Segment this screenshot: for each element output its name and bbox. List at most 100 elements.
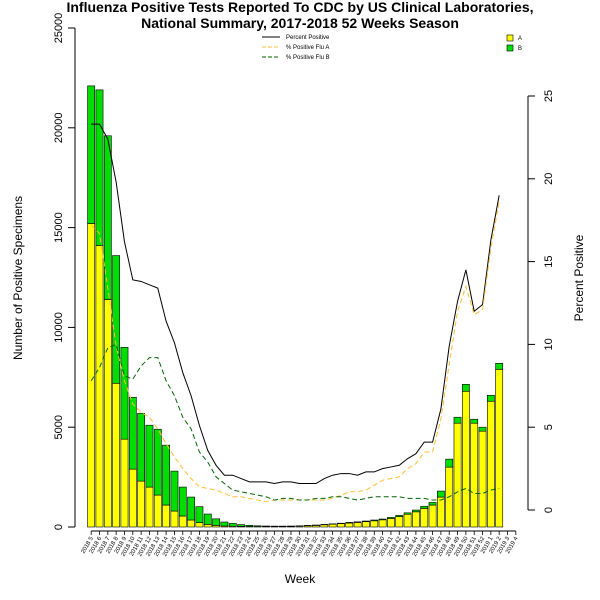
- bar-a: [345, 522, 354, 528]
- bar-b: [120, 347, 129, 440]
- bar-a: [470, 422, 479, 528]
- bar-b: [395, 515, 404, 517]
- bar-a: [320, 524, 329, 528]
- legend-layer: Percent Positive % Positive Flu A % Positi…: [262, 34, 522, 61]
- bar-a: [362, 521, 370, 528]
- bar-a: [337, 523, 345, 528]
- bar-a: [453, 422, 462, 528]
- bar-a: [395, 516, 404, 528]
- bar-a: [112, 382, 121, 528]
- y-right-tick-label: 10: [543, 338, 555, 350]
- bar-b: [353, 521, 362, 523]
- bar-a: [353, 522, 362, 528]
- bar-b: [212, 518, 220, 526]
- legend-bar-label: A: [518, 36, 522, 42]
- bar-b: [203, 513, 212, 525]
- bars-layer: [87, 85, 504, 528]
- bar-b: [470, 418, 479, 424]
- legend-bar-label: B: [518, 46, 522, 52]
- bar-b: [245, 524, 254, 527]
- bar-b: [220, 521, 229, 527]
- bar-b: [370, 519, 379, 522]
- bar-b: [237, 524, 245, 527]
- bar-b: [87, 85, 96, 224]
- y-right-tick-label: 15: [543, 255, 555, 267]
- bar-b: [461, 383, 470, 392]
- bar-b: [403, 512, 412, 515]
- bar-b: [378, 518, 387, 521]
- bar-b: [478, 426, 487, 432]
- y-tick-label: 0: [53, 524, 65, 530]
- bar-b: [270, 525, 279, 527]
- bar-b: [178, 486, 187, 517]
- bar-b: [253, 525, 262, 527]
- bar-a: [153, 494, 162, 528]
- bar-a: [145, 486, 154, 528]
- bar-a: [428, 504, 437, 528]
- axes-layer: 050001000015000200002500005101520252018 …: [53, 13, 555, 558]
- bar-b: [103, 135, 112, 300]
- bar-a: [120, 438, 129, 528]
- series-line-0: [91, 123, 500, 485]
- y-tick-label: 20000: [53, 113, 65, 144]
- bar-a: [378, 519, 387, 528]
- bar-b: [128, 396, 137, 470]
- legend-bar-swatch: [506, 34, 514, 42]
- bar-a: [187, 519, 195, 528]
- bar-b: [345, 522, 354, 524]
- bar-b: [428, 502, 437, 506]
- bar-b: [495, 363, 504, 370]
- bar-b: [112, 255, 121, 384]
- y-tick-label: 5000: [53, 415, 65, 439]
- y-right-tick-label: 25: [543, 90, 555, 102]
- y-axis-right-label: Percent Positive: [572, 234, 586, 321]
- y-right-tick-label: 5: [543, 424, 555, 430]
- bar-a: [437, 496, 445, 528]
- bar-a: [495, 369, 504, 528]
- y-tick-label: 25000: [53, 13, 65, 44]
- bar-b: [486, 394, 495, 402]
- bar-a: [387, 518, 395, 528]
- bar-b: [95, 89, 104, 246]
- series-line-1: [90, 201, 500, 503]
- bar-a: [178, 515, 187, 528]
- chart-title-line-1: Influenza Positive Tests Reported To CDC…: [66, 0, 533, 15]
- bar-a: [170, 510, 179, 528]
- bar-b: [153, 428, 162, 496]
- y-axis-label: Number of Positive Specimens: [11, 196, 25, 360]
- y-right-tick-label: 0: [543, 507, 555, 513]
- bar-b: [362, 520, 370, 522]
- bar-a: [103, 299, 112, 528]
- y-tick-label: 10000: [53, 312, 65, 343]
- legend-bar-swatch: [506, 44, 514, 52]
- bar-a: [328, 523, 337, 528]
- y-tick-label: 15000: [53, 212, 65, 243]
- bar-a: [420, 508, 429, 528]
- bar-a: [412, 511, 420, 528]
- bar-b: [445, 458, 454, 468]
- chart-title-line-2: National Summary, 2017-2018 52 Weeks Sea…: [141, 15, 459, 31]
- bar-b: [412, 509, 420, 513]
- bar-a: [95, 245, 104, 528]
- bar-a: [486, 400, 495, 528]
- bar-a: [87, 223, 96, 528]
- bar-b: [145, 424, 154, 488]
- x-axis-label: Week: [285, 572, 316, 586]
- bar-b: [420, 505, 429, 509]
- legend-line-label: Percent Positive: [286, 35, 330, 41]
- bar-b: [228, 523, 237, 527]
- bar-b: [187, 496, 195, 521]
- legend-line-label: % Positive Flu A: [286, 45, 329, 51]
- bar-b: [162, 444, 170, 506]
- bar-a: [195, 522, 204, 528]
- bar-b: [262, 525, 270, 527]
- bar-b: [387, 517, 395, 519]
- bar-a: [137, 480, 145, 528]
- bar-a: [370, 520, 379, 528]
- bar-b: [437, 490, 445, 498]
- bar-b: [453, 416, 462, 424]
- bar-a: [128, 468, 137, 528]
- bar-b: [170, 470, 179, 512]
